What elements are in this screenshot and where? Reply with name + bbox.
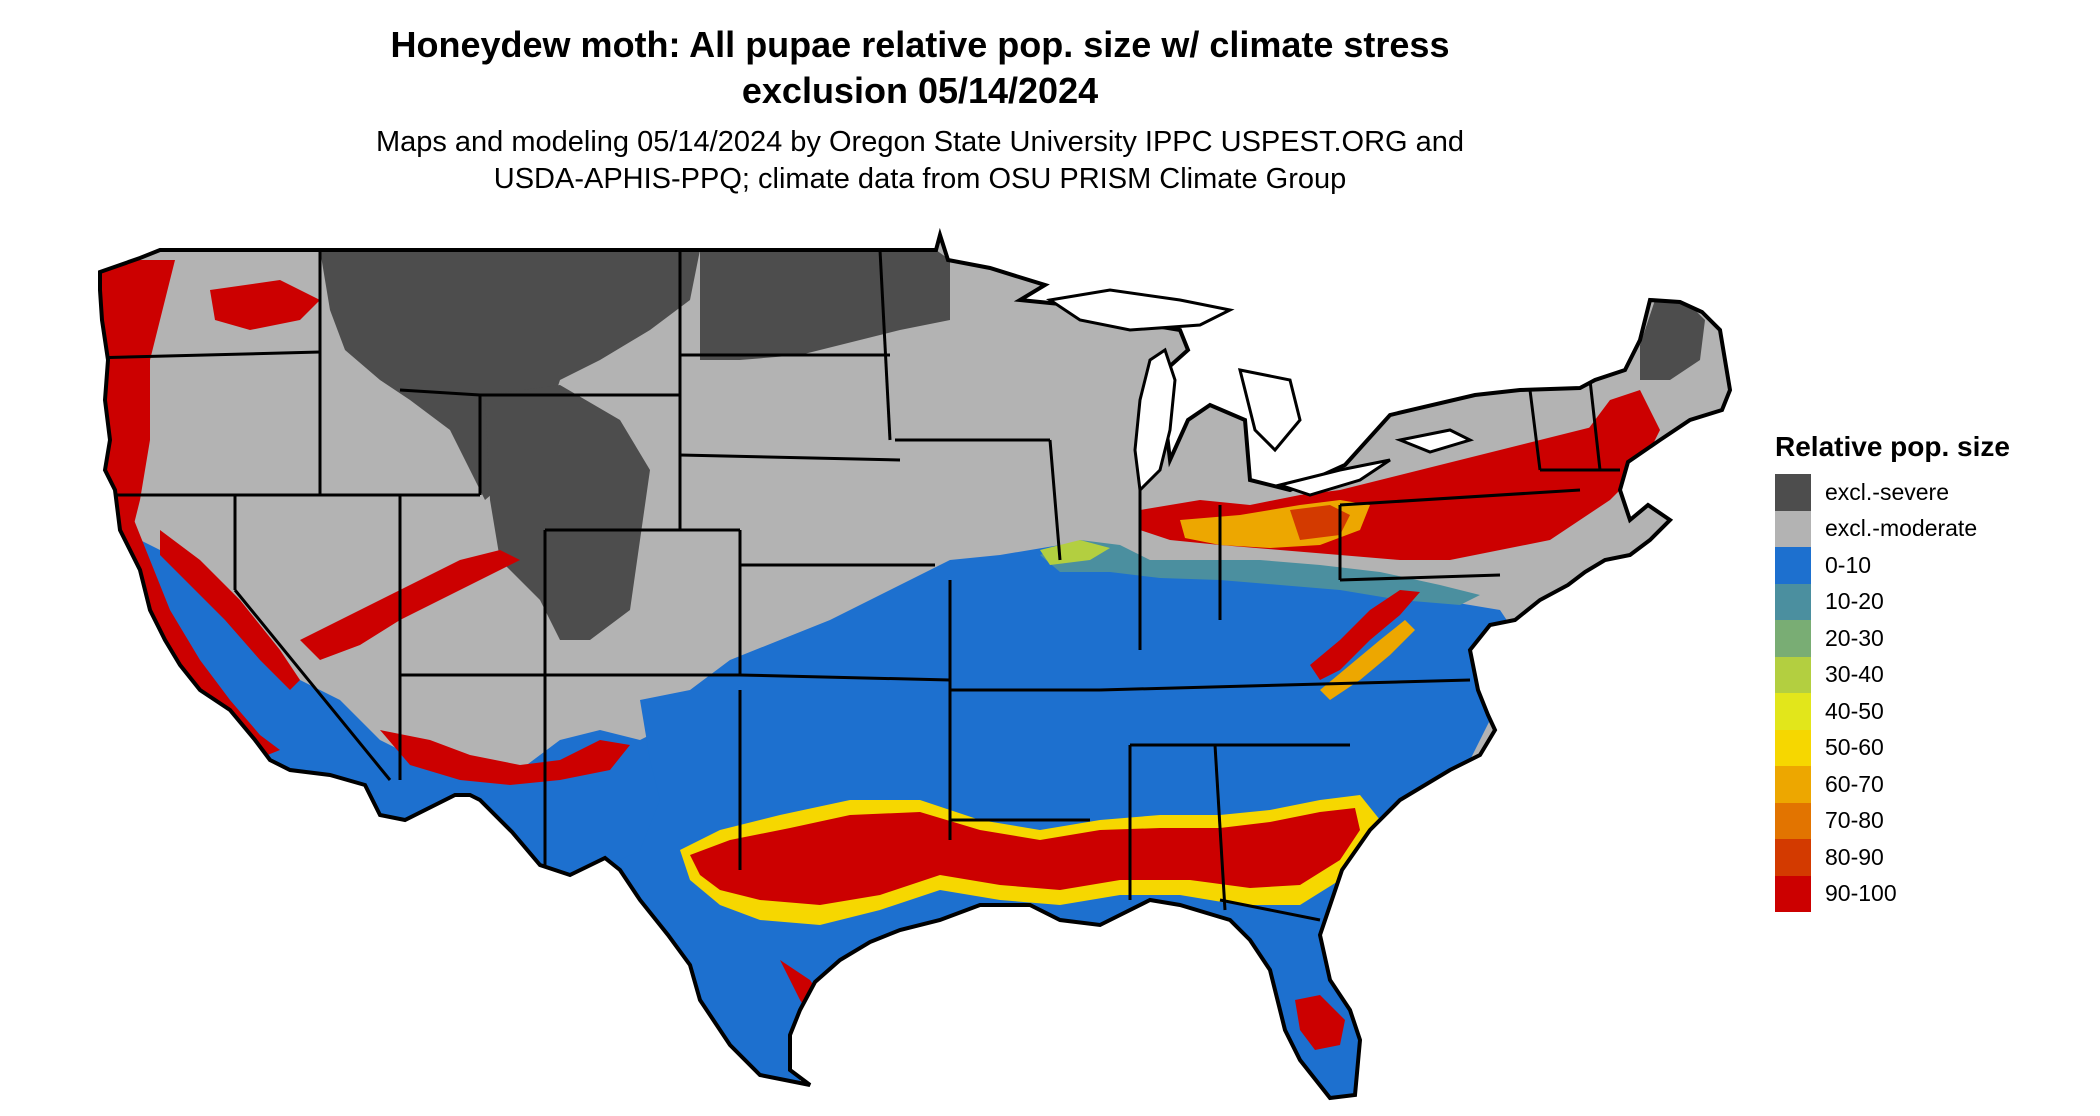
state-borders (100, 249, 1620, 922)
legend-title: Relative pop. size (1775, 431, 2010, 462)
region-60-70-appalachian (1320, 620, 1415, 700)
map-title-line-1: Honeydew moth: All pupae relative pop. s… (390, 24, 1450, 65)
lake-ontario (1394, 428, 1475, 454)
border-sd-ne (679, 453, 901, 462)
legend-item-30-40: 30-40 (1775, 656, 2095, 693)
legend-swatch (1775, 875, 1811, 912)
region-90-100-gulf-belt (690, 808, 1360, 905)
region-90-100-nevada-utah (300, 550, 520, 660)
legend-label: 50-60 (1825, 734, 1884, 761)
border-mt-id (399, 388, 481, 397)
legend-item-90-100: 90-100 (1775, 875, 2095, 912)
region-excl-severe-montana (320, 250, 700, 500)
legend-item-60-70: 60-70 (1775, 766, 2095, 803)
legend: Relative pop. size excl.-severe excl.-mo… (1775, 430, 2095, 912)
region-excl-severe-maine (1640, 300, 1705, 380)
region-90-100-washington (210, 280, 320, 330)
legend-swatch (1775, 656, 1811, 693)
map-subtitle: Maps and modeling 05/14/2024 by Oregon S… (300, 124, 1540, 198)
legend-label: 40-50 (1825, 697, 1884, 724)
region-90-100-arizona (380, 730, 630, 785)
legend-swatch (1775, 839, 1811, 876)
border-pa-ny (1339, 488, 1581, 507)
region-10-20-band (1040, 540, 1480, 605)
border-nh-me (1588, 379, 1602, 471)
map-title: Honeydew moth: All pupae relative pop. s… (300, 22, 1540, 114)
legend-swatch (1775, 802, 1811, 839)
legend-label: excl.-severe (1825, 478, 1949, 505)
region-90-100-appalachian (1310, 590, 1420, 680)
legend-swatch (1775, 766, 1811, 803)
border-pa-md (1339, 573, 1501, 582)
legend-label: 60-70 (1825, 770, 1884, 797)
border-vt-nh (1528, 389, 1542, 471)
legend-swatch (1775, 620, 1811, 657)
border-al-ga (1213, 744, 1227, 911)
lake-michigan (1133, 347, 1177, 494)
legend-swatch (1775, 729, 1811, 766)
region-90-100-florida (1295, 995, 1345, 1050)
border-nd-mn (878, 249, 892, 441)
legend-label: 0-10 (1825, 551, 1872, 578)
legend-item-0-10: 0-10 (1775, 547, 2095, 584)
border-ia-il (1048, 439, 1062, 561)
legend-label: 20-30 (1825, 624, 1884, 651)
map-subtitle-line-1: Maps and modeling 05/14/2024 by Oregon S… (375, 126, 1465, 158)
legend-label: 30-40 (1825, 661, 1884, 688)
legend-swatch (1775, 474, 1811, 511)
legend-item-20-30: 20-30 (1775, 620, 2095, 657)
border-tn-south (1099, 678, 1471, 692)
suitability-regions (100, 250, 1705, 1098)
legend-item-40-50: 40-50 (1775, 693, 2095, 730)
legend-items: excl.-severe excl.-moderate 0-10 10-20 2… (1775, 474, 2095, 912)
legend-label: 70-80 (1825, 807, 1884, 834)
legend-label: 10-20 (1825, 588, 1884, 615)
region-excl-severe-wyoming-colorado (485, 385, 650, 640)
legend-item-70-80: 70-80 (1775, 802, 2095, 839)
lake-erie (1274, 458, 1391, 497)
legend-label: 90-100 (1825, 880, 1897, 907)
map-title-line-2: exclusion 05/14/2024 (741, 70, 1099, 111)
region-excl-severe-north-dakota (700, 250, 950, 360)
legend-swatch (1775, 547, 1811, 584)
region-80-90-ohio (1290, 505, 1350, 540)
region-90-100-pacific-coast (100, 260, 175, 540)
border-wa-or (100, 350, 321, 360)
border-ga-fl (1219, 898, 1321, 922)
legend-swatch (1775, 693, 1811, 730)
legend-item-50-60: 50-60 (1775, 729, 2095, 766)
border-ca-nv-diagonal (233, 589, 392, 781)
border-ks-ok (739, 673, 951, 682)
region-90-100-california-coast (110, 490, 280, 758)
region-90-100-sierra (160, 530, 300, 690)
legend-item-excl-moderate: excl.-moderate (1775, 510, 2095, 547)
legend-swatch (1775, 510, 1811, 547)
legend-item-10-20: 10-20 (1775, 583, 2095, 620)
legend-item-80-90: 80-90 (1775, 839, 2095, 876)
legend-item-excl-severe: excl.-severe (1775, 474, 2095, 511)
legend-label: excl.-moderate (1825, 515, 1978, 542)
lake-huron (1237, 368, 1302, 453)
legend-label: 80-90 (1825, 843, 1884, 870)
map-subtitle-line-2: USDA-APHIS-PPQ; climate data from OSU PR… (493, 163, 1347, 195)
lake-superior (1046, 288, 1235, 332)
great-lakes (1046, 288, 1475, 497)
legend-swatch (1775, 583, 1811, 620)
